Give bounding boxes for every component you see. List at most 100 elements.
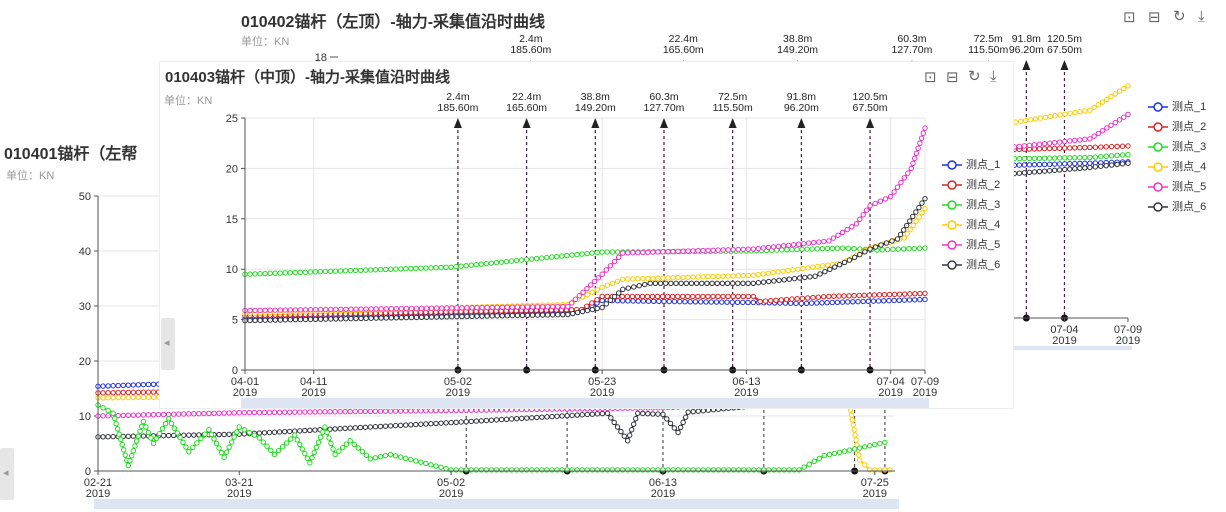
data-point bbox=[277, 270, 283, 276]
series-marker-icon bbox=[1148, 142, 1168, 152]
legend-item-5[interactable]: 测点_5 bbox=[942, 236, 1000, 252]
series-marker-icon bbox=[942, 160, 962, 170]
data-point bbox=[544, 312, 551, 318]
legend-item-3[interactable]: 测点_3 bbox=[1148, 138, 1206, 154]
data-point bbox=[745, 299, 751, 306]
data-point bbox=[594, 296, 600, 303]
data-point bbox=[886, 297, 892, 304]
legend-item-5[interactable]: 测点_5 bbox=[1148, 178, 1206, 194]
legend-item-1[interactable]: 测点_1 bbox=[1148, 98, 1206, 114]
legend-item-2[interactable]: 测点_2 bbox=[1148, 118, 1206, 134]
download-icon[interactable]: ⤓ bbox=[1198, 8, 1205, 25]
legend-item-6[interactable]: 测点_6 bbox=[942, 256, 1000, 272]
refresh-icon[interactable]: ↻ bbox=[968, 68, 981, 85]
data-point bbox=[337, 425, 343, 432]
data-point bbox=[896, 291, 903, 297]
data-point bbox=[883, 240, 890, 246]
data-point bbox=[413, 458, 419, 464]
data-point bbox=[221, 431, 227, 438]
scroll-left-handle[interactable]: ◂ bbox=[161, 318, 175, 370]
scroll-left-handle[interactable]: ◂ bbox=[0, 448, 14, 500]
legend-item-2[interactable]: 测点_2 bbox=[942, 176, 1000, 192]
data-point bbox=[609, 249, 616, 255]
annotation-remaining: 165.60m bbox=[663, 44, 704, 56]
data-point bbox=[261, 409, 268, 416]
data-point bbox=[901, 297, 908, 303]
data-point bbox=[226, 431, 232, 438]
legend-item-4[interactable]: 测点_4 bbox=[1148, 158, 1206, 174]
legend-item-3[interactable]: 测点_3 bbox=[942, 196, 1000, 212]
data-point bbox=[428, 421, 434, 427]
data-point bbox=[1056, 161, 1063, 167]
data-point bbox=[392, 408, 399, 414]
data-point bbox=[824, 262, 831, 268]
data-point bbox=[690, 274, 696, 280]
data-point bbox=[620, 286, 626, 293]
data-point bbox=[804, 246, 810, 252]
data-point bbox=[584, 411, 590, 418]
x-tick-year: 2019 bbox=[227, 488, 251, 500]
data-point bbox=[1072, 137, 1078, 144]
data-point bbox=[898, 179, 904, 186]
legend-item-6[interactable]: 测点_6 bbox=[1148, 198, 1206, 214]
data-point bbox=[413, 265, 419, 272]
x-tick-label: 02-21 bbox=[84, 477, 112, 489]
data-point bbox=[692, 299, 699, 305]
data-point bbox=[330, 446, 336, 452]
data-point bbox=[236, 410, 242, 416]
data-point bbox=[798, 300, 805, 307]
zoom-icon[interactable]: ⊡ bbox=[924, 69, 937, 86]
data-point bbox=[902, 291, 908, 297]
data-point bbox=[252, 317, 258, 324]
annotation-distance: 22.4m bbox=[512, 91, 541, 103]
data-point bbox=[599, 284, 605, 291]
annotation-distance: 38.8m bbox=[581, 91, 610, 103]
data-point bbox=[100, 383, 106, 389]
data-point bbox=[685, 293, 691, 300]
data-point bbox=[856, 292, 862, 299]
annotation-distance: 91.8m bbox=[1012, 33, 1041, 45]
data-point bbox=[297, 269, 303, 276]
data-point bbox=[906, 246, 912, 252]
annotation-remaining: 96.20m bbox=[784, 102, 819, 114]
data-point bbox=[387, 408, 394, 414]
data-point bbox=[829, 299, 835, 306]
data-point bbox=[397, 454, 404, 460]
data-point bbox=[145, 381, 152, 388]
data-point bbox=[211, 436, 217, 442]
data-point bbox=[560, 311, 566, 318]
refresh-icon[interactable]: ↻ bbox=[1173, 8, 1186, 25]
data-point bbox=[879, 247, 885, 253]
data-point bbox=[614, 424, 621, 430]
data-point bbox=[236, 424, 242, 430]
data-point bbox=[190, 444, 196, 451]
data-point bbox=[534, 414, 540, 421]
zoom-icon[interactable]: ⊡ bbox=[1123, 9, 1136, 26]
data-point bbox=[584, 307, 591, 314]
download-icon[interactable]: ⤓ bbox=[990, 68, 997, 85]
data-point bbox=[645, 410, 651, 417]
zoom-reset-icon[interactable]: ⊟ bbox=[1148, 9, 1161, 26]
data-point bbox=[584, 285, 590, 292]
data-point bbox=[690, 408, 696, 415]
data-point bbox=[160, 432, 167, 439]
data-point bbox=[297, 316, 304, 323]
zoom-reset-icon[interactable]: ⊟ bbox=[946, 69, 959, 86]
data-point bbox=[352, 425, 358, 431]
data-point bbox=[603, 301, 609, 307]
data-point bbox=[810, 264, 816, 270]
data-point bbox=[919, 200, 925, 206]
data-point bbox=[1041, 141, 1048, 147]
data-point bbox=[539, 304, 546, 310]
annotation-distance: 60.3m bbox=[897, 33, 926, 45]
y-tick-label: 20 bbox=[79, 356, 91, 368]
data-point bbox=[1067, 166, 1073, 172]
data-point bbox=[814, 246, 820, 252]
data-point bbox=[483, 260, 490, 267]
legend-item-4[interactable]: 测点_4 bbox=[942, 216, 1000, 232]
legend-item-1[interactable]: 测点_1 bbox=[942, 156, 1000, 172]
data-point bbox=[489, 304, 495, 311]
data-point bbox=[810, 294, 816, 301]
data-point bbox=[317, 316, 324, 322]
data-point bbox=[599, 249, 605, 255]
